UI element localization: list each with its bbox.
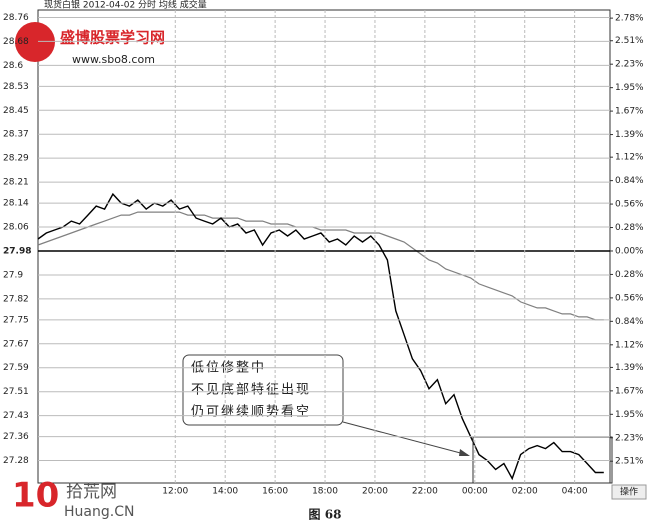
- annotation: 仍可继续顺势看空: [191, 404, 311, 420]
- chart-title: 现货白银 2012-04-02 分时 均线 成交量: [44, 0, 207, 11]
- y2-tick-label: 0.84%: [615, 176, 644, 186]
- y2-tick-label: 0.56%: [615, 200, 644, 210]
- y-tick-label: 28.21: [3, 178, 29, 188]
- button-label[interactable]: 操作: [620, 486, 638, 498]
- y2-tick-label: 2.78%: [615, 14, 644, 24]
- y2-tick-label: 2.23%: [615, 433, 644, 443]
- y-tick-label: 27.36: [3, 432, 29, 442]
- y2-tick-label: 1.95%: [615, 83, 644, 93]
- y2-tick-label: 2.51%: [615, 457, 644, 467]
- y2-tick-label: 2.23%: [615, 60, 644, 70]
- watermark: 盛博股票学习网 www.sbo8.com 10 拾荒网 Huang.CN: [12, 22, 165, 520]
- logo-url: Huang.CN: [64, 504, 134, 520]
- average-line: [37, 211, 604, 321]
- y-tick-label: 28.68: [3, 37, 29, 47]
- y-tick-label: 28.6: [3, 61, 23, 71]
- y-tick-label: 27.67: [3, 339, 29, 349]
- y2-tick-label: 1.39%: [615, 363, 644, 373]
- y-tick-label: 28.45: [3, 106, 29, 116]
- y-tick-label: 27.59: [3, 363, 29, 373]
- y2-tick-label: 0.28%: [615, 223, 644, 233]
- y2-tick-label: 2.51%: [615, 36, 644, 46]
- x-tick-label: 04:00: [562, 487, 588, 497]
- x-tick-label: 02:00: [512, 487, 538, 497]
- x-tick-label: 22:00: [412, 487, 438, 497]
- y2-tick-label: 1.95%: [615, 410, 644, 420]
- x-tick-label: 14:00: [212, 487, 238, 497]
- y2-tick-label: 1.12%: [615, 153, 644, 163]
- y2-tick-label: 1.67%: [615, 386, 644, 396]
- price-line: [37, 192, 604, 481]
- annotation-box: [182, 354, 344, 426]
- caption: 图 68: [309, 508, 342, 522]
- arrow: [342, 421, 469, 456]
- button[interactable]: [611, 484, 647, 500]
- y2-tick-label: 0.28%: [615, 270, 644, 280]
- x-tick-label: 20:00: [362, 487, 388, 497]
- logo-text: 拾荒网: [66, 482, 117, 502]
- y-tick-label: 27.51: [3, 387, 29, 397]
- y-tick-label: 27.28: [3, 456, 29, 466]
- y2-tick-label: 1.39%: [615, 130, 644, 140]
- y2-tick-label: 0.56%: [615, 293, 644, 303]
- y2-tick-label: 1.67%: [615, 107, 644, 117]
- x-tick-label: 18:00: [312, 487, 338, 497]
- x-tick-label: 12:00: [162, 487, 188, 497]
- logo-mark: 10: [12, 476, 59, 516]
- y2-tick-label: 0.84%: [615, 317, 644, 327]
- y-tick-label: 28.06: [3, 223, 29, 233]
- y-tick-label: 28.37: [3, 130, 29, 140]
- y-tick-label: 28.14: [3, 199, 29, 209]
- y-tick-label: 27.98: [3, 246, 31, 256]
- annotation: 不见底部特征出现: [191, 382, 311, 398]
- y2-tick-label: 1.12%: [615, 340, 644, 350]
- y-tick-label: 28.53: [3, 82, 29, 92]
- arrow-head: [459, 449, 470, 456]
- x-tick-label: 00:00: [462, 487, 488, 497]
- logo: [15, 22, 55, 62]
- y-tick-label: 27.43: [3, 411, 29, 421]
- logo-url: www.sbo8.com: [72, 53, 155, 66]
- y-tick-label: 28.29: [3, 154, 29, 164]
- x-tick-label: 16:00: [262, 487, 288, 497]
- y2-tick-label: 0.00%: [615, 246, 644, 256]
- y-tick-label: 27.75: [3, 315, 29, 325]
- y-tick-label: 27.9: [3, 270, 23, 280]
- y-tick-label: 27.82: [3, 294, 29, 304]
- y-tick-label: 28.76: [3, 13, 29, 23]
- logo-text: 盛博股票学习网: [60, 29, 165, 47]
